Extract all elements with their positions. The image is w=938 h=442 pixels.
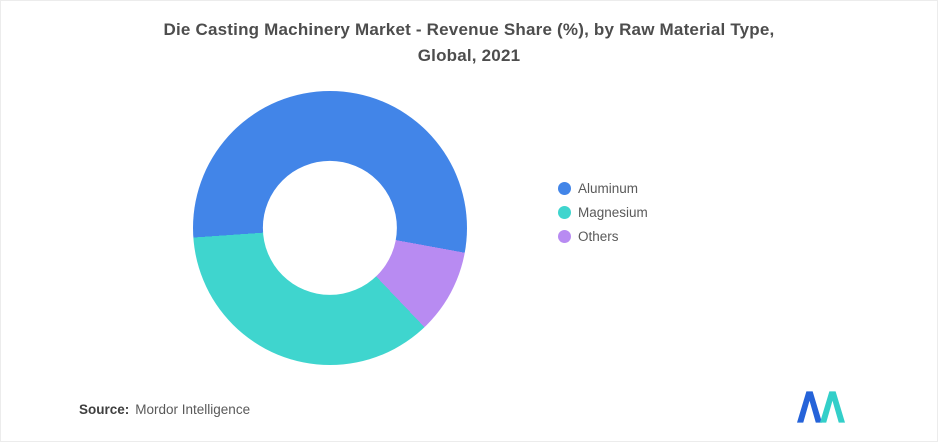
legend-item-magnesium: Magnesium xyxy=(558,205,648,220)
legend-item-aluminum: Aluminum xyxy=(558,181,648,196)
legend-item-others: Others xyxy=(558,229,648,244)
legend-swatch-aluminum xyxy=(558,182,571,195)
mordor-intelligence-logo xyxy=(797,391,845,423)
donut-chart xyxy=(193,91,467,365)
legend-label-others: Others xyxy=(578,229,619,244)
legend-label-magnesium: Magnesium xyxy=(578,205,648,220)
logo-left-peak xyxy=(797,391,823,423)
chart-title-line2: Global, 2021 xyxy=(417,46,521,66)
source-value: Mordor Intelligence xyxy=(135,402,251,417)
logo-right-peak xyxy=(819,391,845,423)
source-note: Source: Mordor Intelligence xyxy=(79,402,250,417)
source-label: Source: xyxy=(79,402,130,417)
legend: Aluminum Magnesium Others xyxy=(558,181,648,244)
legend-swatch-others xyxy=(558,230,571,243)
legend-label-aluminum: Aluminum xyxy=(578,181,639,196)
chart-title: Die Casting Machinery Market - Revenue S… xyxy=(1,17,937,70)
legend-swatch-magnesium xyxy=(558,206,571,219)
donut-hole xyxy=(262,160,398,296)
chart-title-line1: Die Casting Machinery Market - Revenue S… xyxy=(163,20,775,39)
